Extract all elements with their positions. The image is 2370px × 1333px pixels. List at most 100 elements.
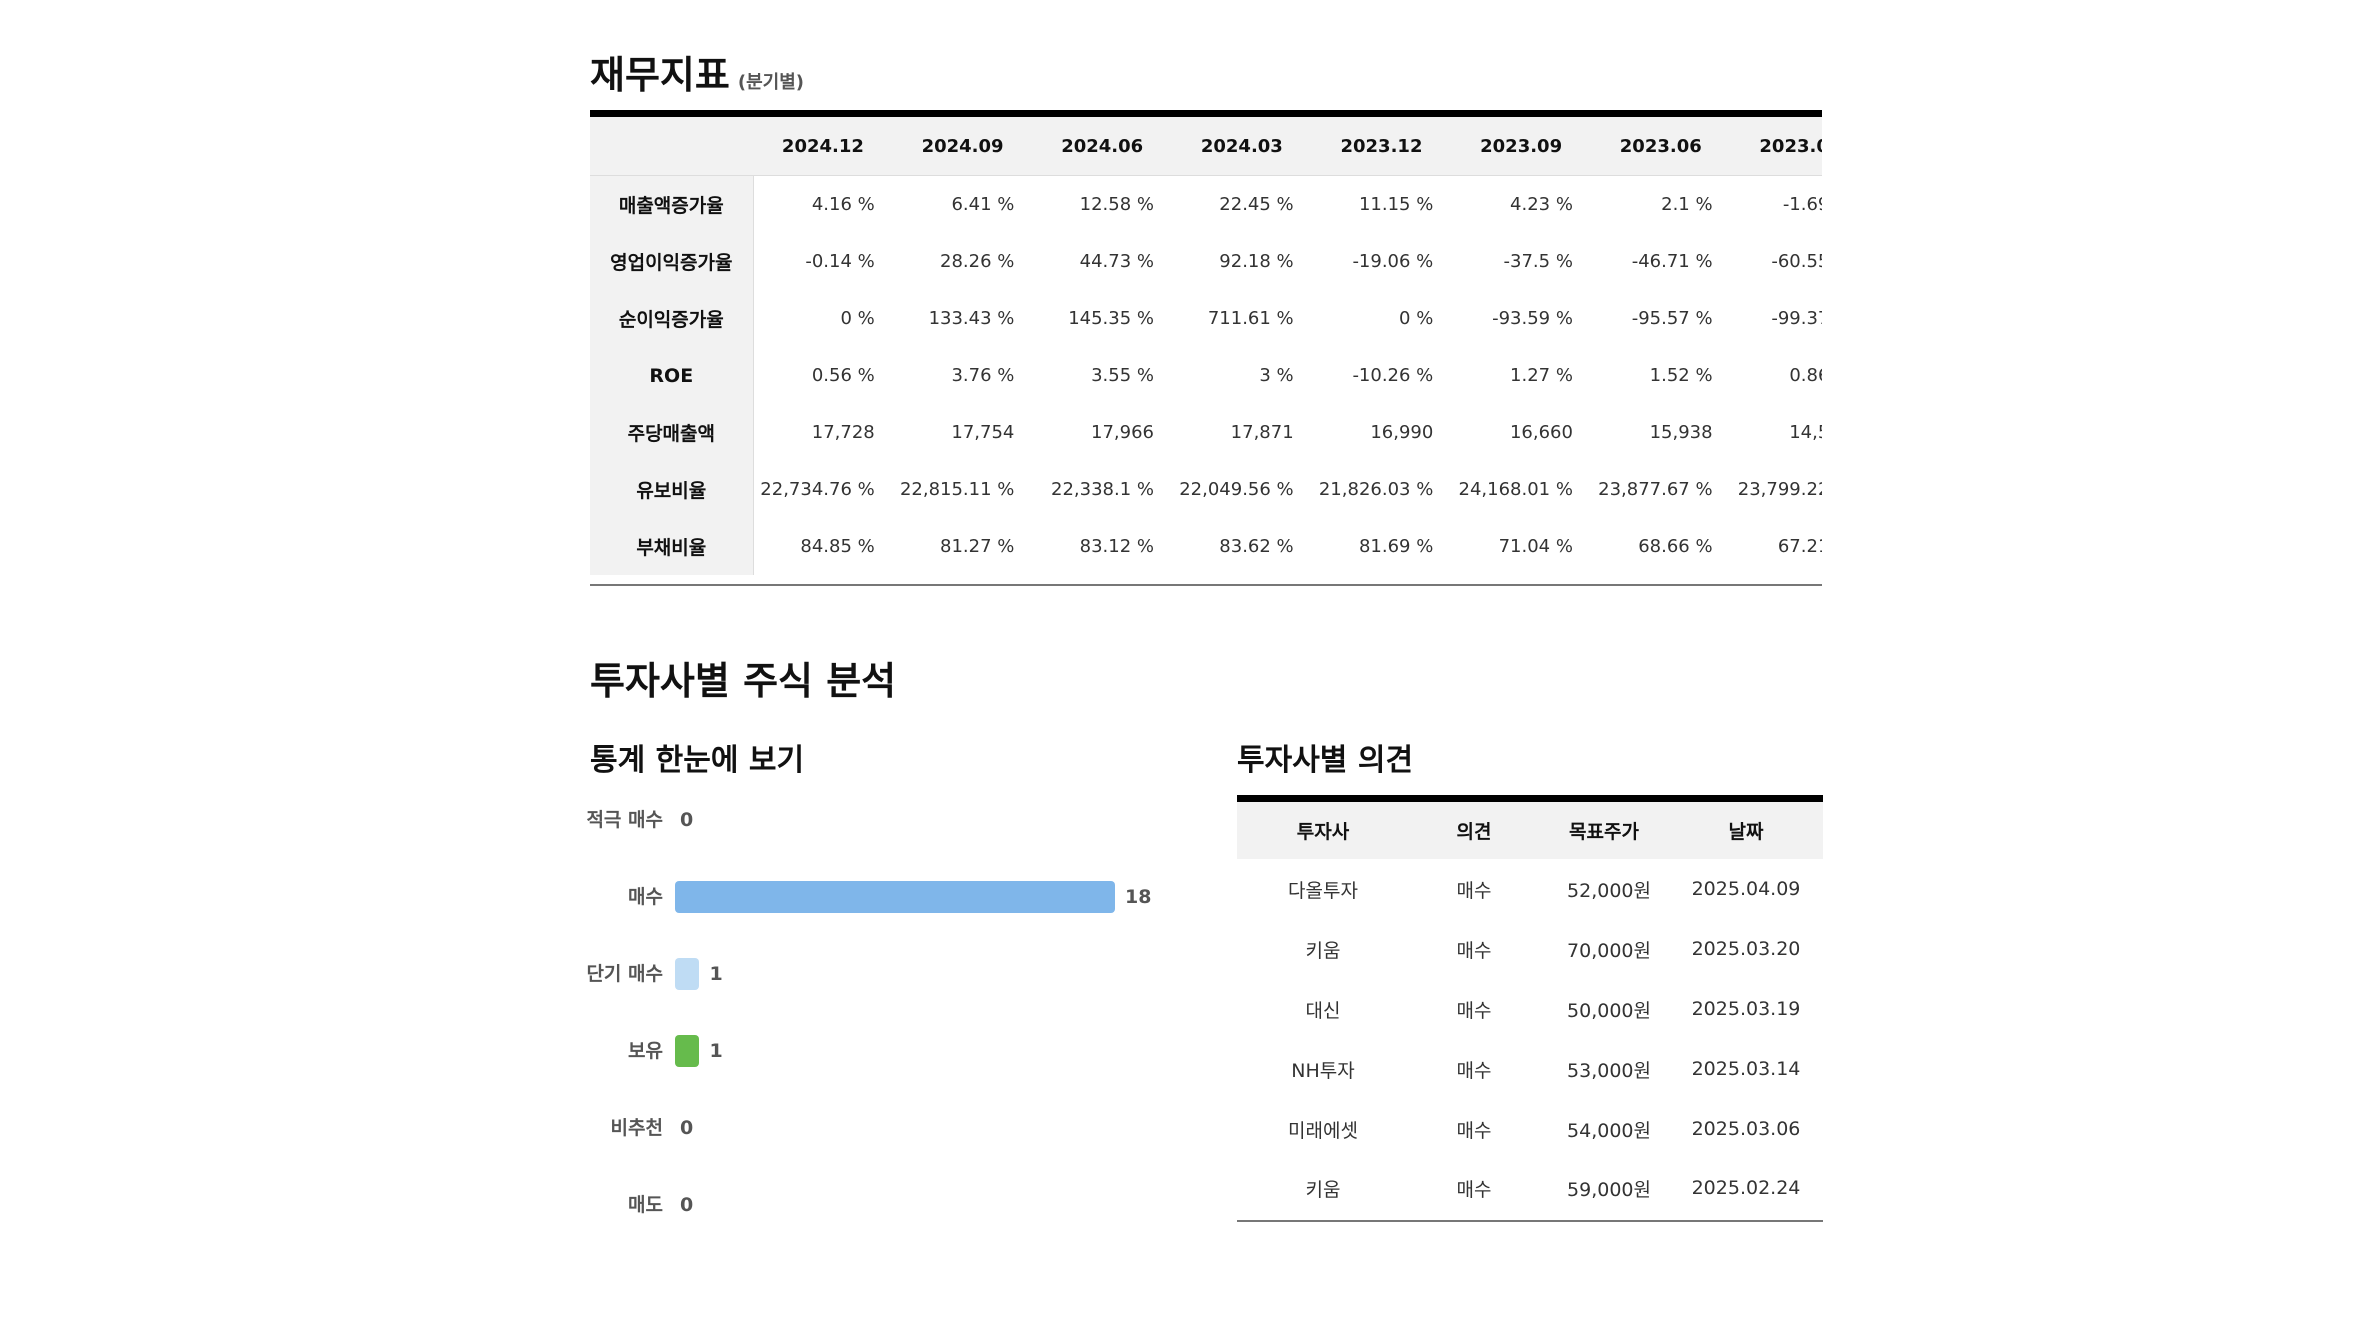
financial-cell: -46.71 % bbox=[1631, 251, 1713, 272]
financial-row-label: ROE bbox=[590, 347, 754, 404]
opinion-firm: 미래에셋 bbox=[1288, 1119, 1358, 1142]
opinions-column-header: 날짜 bbox=[1669, 802, 1823, 859]
opinion-target-price: 50,000원 bbox=[1567, 999, 1651, 1022]
financial-cell: 16,660 bbox=[1509, 422, 1573, 443]
financial-cell: 17,871 bbox=[1230, 422, 1294, 443]
opinion-target-price: 54,000원 bbox=[1567, 1119, 1651, 1142]
financial-cell: 22,049.56 % bbox=[1179, 479, 1294, 500]
financial-cell: 23,877.67 % bbox=[1598, 479, 1713, 500]
financial-cell: 22,338.1 % bbox=[1051, 479, 1155, 500]
financial-cell: 22,815.11 % bbox=[899, 479, 1015, 500]
financial-cell: 145.35 % bbox=[1068, 308, 1155, 329]
financial-cell: 2.1 % bbox=[1661, 194, 1713, 215]
stat-row: 비추천 0 bbox=[590, 1108, 1190, 1148]
financial-cell: 23,799.22 % bbox=[1737, 479, 1822, 500]
financial-row: 주당매출액 17,728 17,754 17,966 17,871 16,990 16,66… bbox=[590, 404, 1822, 461]
opinions-row: NH투자 매수 53,000원 2025.03.14 bbox=[1237, 1039, 1823, 1099]
stat-count: 0 bbox=[680, 809, 694, 831]
stat-row: 매수 18 bbox=[590, 877, 1190, 917]
financial-cell: 17,754 bbox=[951, 422, 1015, 443]
opinions-header-row: 투자사 의견 목표주가 날짜 bbox=[1237, 802, 1823, 859]
opinions-title: 투자사별 의견 bbox=[1237, 743, 1414, 778]
financial-cell: 133.43 % bbox=[928, 308, 1015, 329]
financial-column-header: 2023.03 bbox=[1730, 117, 1822, 176]
financial-column-header: 2024.09 bbox=[892, 117, 1033, 176]
financial-title: 재무지표 (분기별) bbox=[590, 44, 804, 99]
financial-cell: 71.04 % bbox=[1498, 536, 1573, 557]
opinion-target-price: 52,000원 bbox=[1567, 879, 1651, 902]
opinion-firm: NH투자 bbox=[1291, 1059, 1355, 1082]
financial-row: ROE 0.56 % 3.76 % 3.55 % 3 % -10.26 % 1.27 % 1.… bbox=[590, 347, 1822, 404]
financial-cell: 0 % bbox=[840, 308, 875, 329]
opinions-row: 다올투자 매수 52,000원 2025.04.09 bbox=[1237, 859, 1823, 919]
financial-column-header: 2024.03 bbox=[1172, 117, 1312, 176]
financial-row: 영업이익증가율 -0.14 % 28.26 % 44.73 % 92.18 % -19.0… bbox=[590, 233, 1822, 290]
opinion-rating: 매수 bbox=[1456, 939, 1492, 962]
opinion-firm: 대신 bbox=[1305, 999, 1341, 1022]
stat-count: 1 bbox=[709, 963, 723, 985]
opinions-row: 미래에셋 매수 54,000원 2025.03.06 bbox=[1237, 1099, 1823, 1159]
financial-cell: 4.23 % bbox=[1510, 194, 1573, 215]
opinion-date: 2025.03.20 bbox=[1691, 938, 1801, 960]
financial-cell: -99.37 % bbox=[1771, 308, 1822, 329]
financial-row-label: 부채비율 bbox=[590, 518, 754, 575]
opinions-row: 대신 매수 50,000원 2025.03.19 bbox=[1237, 979, 1823, 1039]
financial-cell: 81.69 % bbox=[1358, 536, 1434, 557]
stat-bar bbox=[675, 1035, 700, 1067]
opinion-rating: 매수 bbox=[1456, 1178, 1492, 1201]
stats-title: 통계 한눈에 보기 bbox=[590, 743, 805, 778]
financial-cell: 11.15 % bbox=[1358, 194, 1434, 215]
opinion-date: 2025.04.09 bbox=[1691, 878, 1801, 900]
opinion-rating: 매수 bbox=[1456, 1059, 1492, 1082]
opinion-rating: 매수 bbox=[1456, 999, 1492, 1022]
financial-table-container[interactable]: 2024.12 2024.09 2024.06 2024.03 2023.12 2023.… bbox=[590, 110, 1822, 586]
financial-table: 2024.12 2024.09 2024.06 2024.03 2023.12 2023.… bbox=[590, 117, 1822, 575]
financial-column-header: 2023.06 bbox=[1590, 117, 1731, 176]
stat-row: 매도 0 bbox=[590, 1185, 1190, 1225]
opinions-table-container: 투자사 의견 목표주가 날짜 다올투자 매수 52,000원 2025.04.09 키움 매수 7… bbox=[1237, 795, 1823, 1222]
financial-row-label: 순이익증가율 bbox=[590, 290, 754, 347]
opinion-date: 2025.03.19 bbox=[1691, 998, 1801, 1020]
financial-cell: 3 % bbox=[1259, 365, 1294, 386]
financial-cell: 1.27 % bbox=[1510, 365, 1573, 386]
opinion-firm: 키움 bbox=[1305, 939, 1341, 962]
opinions-column-header: 의견 bbox=[1409, 802, 1539, 859]
financial-cell: 22.45 % bbox=[1219, 194, 1294, 215]
financial-cell: -93.59 % bbox=[1492, 308, 1573, 329]
financial-column-header: 2023.12 bbox=[1311, 117, 1452, 176]
opinions-row: 키움 매수 59,000원 2025.02.24 bbox=[1237, 1159, 1823, 1220]
financial-cell: 21,826.03 % bbox=[1318, 479, 1434, 500]
opinions-row: 키움 매수 70,000원 2025.03.20 bbox=[1237, 919, 1823, 979]
stat-count: 0 bbox=[680, 1117, 694, 1139]
opinion-date: 2025.03.14 bbox=[1691, 1058, 1801, 1080]
financial-header-row: 2024.12 2024.09 2024.06 2024.03 2023.12 2023.… bbox=[590, 117, 1822, 176]
financial-column-header: 2024.12 bbox=[753, 117, 893, 176]
financial-cell: 83.62 % bbox=[1219, 536, 1294, 557]
financial-cell: -0.14 % bbox=[805, 251, 875, 272]
stat-label: 보유 bbox=[628, 1040, 663, 1062]
opinion-target-price: 70,000원 bbox=[1567, 939, 1651, 962]
financial-cell: -60.55 % bbox=[1771, 251, 1822, 272]
stat-label: 적극 매수 bbox=[586, 809, 663, 831]
financial-cell: -1.69 % bbox=[1782, 194, 1822, 215]
financial-cell: -10.26 % bbox=[1352, 365, 1434, 386]
financial-cell: 4.16 % bbox=[811, 194, 875, 215]
opinion-date: 2025.03.06 bbox=[1691, 1118, 1801, 1140]
opinion-target-price: 53,000원 bbox=[1567, 1059, 1651, 1082]
financial-row: 매출액증가율 4.16 % 6.41 % 12.58 % 22.45 % 11.15 % 4… bbox=[590, 175, 1822, 233]
financial-cell: 12.58 % bbox=[1079, 194, 1155, 215]
financial-cell: 22,734.76 % bbox=[760, 479, 875, 500]
financial-cell: 0.86 % bbox=[1789, 365, 1822, 386]
financial-cell: 81.27 % bbox=[940, 536, 1015, 557]
financial-cell: 14,578 bbox=[1789, 422, 1822, 443]
financial-cell: 15,938 bbox=[1649, 422, 1713, 443]
opinion-date: 2025.02.24 bbox=[1691, 1177, 1801, 1199]
financial-cell: 3.76 % bbox=[951, 365, 1015, 386]
stat-label: 매수 bbox=[628, 886, 663, 908]
financial-row-label: 매출액증가율 bbox=[590, 175, 754, 233]
opinions-column-header: 투자사 bbox=[1237, 802, 1409, 859]
financial-header-corner bbox=[590, 117, 754, 176]
financial-cell: 28.26 % bbox=[940, 251, 1015, 272]
financial-cell: 83.12 % bbox=[1079, 536, 1155, 557]
